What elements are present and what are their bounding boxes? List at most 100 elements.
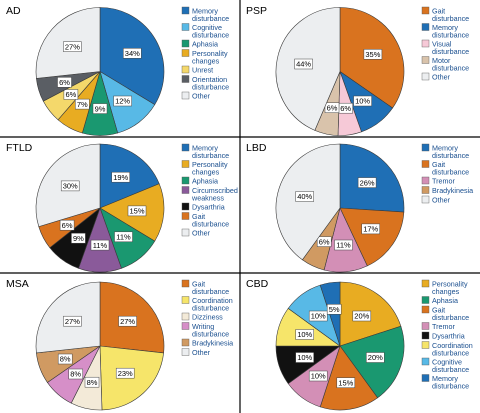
slice-label-box xyxy=(308,310,328,322)
legend-swatch xyxy=(421,6,430,15)
slice-label: 11% xyxy=(93,241,108,250)
legend-entry: Other xyxy=(192,348,211,357)
slice-label-box xyxy=(63,41,82,52)
slice-label: 20% xyxy=(368,353,383,362)
slice-label: 27% xyxy=(65,42,80,51)
legend-swatch xyxy=(421,39,430,48)
legend-swatch xyxy=(181,322,190,330)
legend-entry: Dysarthria xyxy=(192,202,225,211)
slice-label-box xyxy=(127,205,147,217)
legend-swatch xyxy=(181,296,190,304)
chart-title: PSP xyxy=(246,5,267,17)
legend-swatch xyxy=(181,75,190,83)
slice-label-box xyxy=(90,239,110,251)
legend-swatch xyxy=(181,312,190,321)
slice-label-box xyxy=(295,329,314,340)
legend-swatch xyxy=(181,6,190,15)
legend-entry: Gait disturbance xyxy=(192,212,229,229)
legend-swatch xyxy=(181,186,190,194)
legend-entry: Orientation disturbance xyxy=(192,75,229,92)
legend-swatch xyxy=(421,322,430,330)
slice-label: 6% xyxy=(327,103,338,112)
slice-label: 23% xyxy=(118,369,133,378)
legend-swatch xyxy=(181,212,190,220)
legend-swatch xyxy=(181,202,190,211)
legend-swatch xyxy=(421,296,430,304)
slice-label-box xyxy=(334,239,353,251)
slice-label-box xyxy=(326,304,342,315)
legend-swatch xyxy=(421,195,430,204)
legend-entry: Aphasia xyxy=(192,39,218,48)
slice-label: 9% xyxy=(95,104,106,113)
slice-label: 26% xyxy=(360,178,375,187)
legend-entry: Circumscribed weakness xyxy=(191,186,238,203)
slice-label-box xyxy=(361,223,380,235)
legend-swatch xyxy=(421,56,430,64)
legend-entry: Visual disturbance xyxy=(432,39,469,56)
slice-label-box xyxy=(63,315,82,327)
legend-entry: Dysarthria xyxy=(432,331,465,340)
chart-title: LBD xyxy=(246,142,267,154)
slice-label: 6% xyxy=(65,90,76,99)
slice-label: 9% xyxy=(73,234,84,243)
slice-label-box xyxy=(366,352,385,363)
legend-entry: Coordination disturbance xyxy=(192,296,233,313)
legend-entry: Other xyxy=(432,195,451,204)
slice-label-box xyxy=(75,98,90,110)
legend-entry: Writing disturbance xyxy=(192,322,229,339)
legend-entry: Tremor xyxy=(432,176,455,185)
slice-label: 15% xyxy=(338,378,353,387)
legend-swatch xyxy=(181,348,190,356)
legend-swatch xyxy=(421,176,430,185)
slice-label-box xyxy=(353,95,372,107)
legend-swatch xyxy=(421,357,430,366)
slice-label-box xyxy=(59,219,75,231)
legend-swatch xyxy=(421,279,430,288)
slice-label: 44% xyxy=(296,60,311,69)
legend-swatch xyxy=(181,49,190,57)
legend-swatch xyxy=(421,374,430,382)
legend-entry: Dizziness xyxy=(192,312,223,321)
legend-entry: Motor disturbance xyxy=(432,56,469,73)
slice-label: 6% xyxy=(340,104,351,113)
legend-entry: Aphasia xyxy=(192,176,218,185)
legend-entry: Gait disturbance xyxy=(432,305,469,322)
chart-title: MSA xyxy=(6,278,29,290)
slice-label: 40% xyxy=(297,192,312,201)
legend-entry: Gait disturbance xyxy=(192,279,229,296)
legend-entry: Gait disturbance xyxy=(432,160,469,177)
slice-label: 19% xyxy=(113,173,128,182)
legend-entry: Memory disturbance xyxy=(432,23,469,40)
slice-label: 12% xyxy=(115,97,130,106)
chart-title: CBD xyxy=(246,278,269,290)
legend-swatch xyxy=(181,91,190,100)
slice-label-box xyxy=(84,376,100,388)
slice-label: 7% xyxy=(77,100,88,109)
legend-entry: Cognitive disturbance xyxy=(192,23,229,40)
legend-swatch xyxy=(181,143,190,152)
slice-label-box xyxy=(92,103,108,114)
slice-label: 5% xyxy=(329,305,340,314)
legend-entry: Memory disturbance xyxy=(192,143,229,160)
legend-entry: Other xyxy=(192,228,211,237)
slice-label-box xyxy=(111,171,130,183)
legend-swatch xyxy=(181,160,190,168)
slice-label-box xyxy=(57,353,73,365)
slice-label: 8% xyxy=(87,378,98,387)
slice-label-box xyxy=(295,191,314,202)
pie-slice-other xyxy=(275,143,341,261)
slice-label-box xyxy=(352,310,372,322)
legend-swatch xyxy=(421,72,430,81)
slice-label: 6% xyxy=(59,78,70,87)
legend-entry: Tremor xyxy=(432,322,455,331)
slice-label: 20% xyxy=(354,312,369,321)
legend-swatch xyxy=(181,39,190,48)
